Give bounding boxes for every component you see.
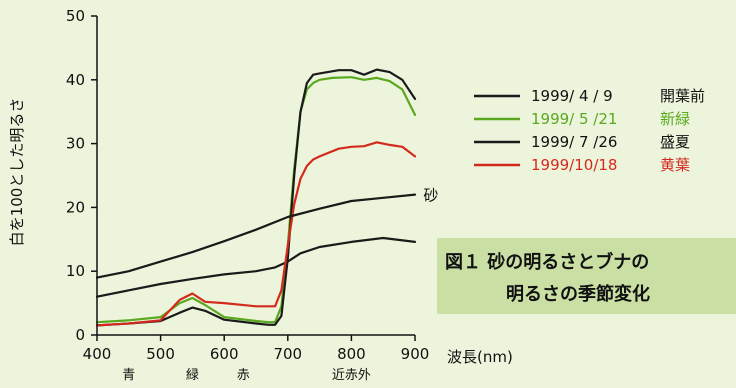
- series-line-0: [95, 236, 417, 298]
- legend-date: 1999/ 5 /21: [531, 110, 617, 128]
- plot-area: 砂: [95, 68, 438, 327]
- caption-line-1: 図１ 砂の明るさとブナの: [445, 251, 649, 273]
- x-tick-label: 500: [146, 345, 175, 363]
- figure-caption: 図１ 砂の明るさとブナの 明るさの季節変化: [437, 238, 736, 314]
- legend-label: 開葉前: [660, 87, 705, 105]
- legend-date: 1999/10/18: [531, 156, 617, 174]
- y-tick-label: 50: [66, 7, 85, 25]
- band-label: 赤: [237, 368, 250, 383]
- x-tick-label: 400: [83, 345, 112, 363]
- y-tick-label: 40: [66, 71, 85, 89]
- x-tick-label: 600: [210, 345, 239, 363]
- x-tick-label: 900: [401, 345, 430, 363]
- legend-date: 1999/ 4 / 9: [531, 87, 613, 105]
- annotation-label: 砂: [423, 187, 438, 205]
- y-tick-label: 10: [66, 262, 85, 280]
- y-tick-label: 0: [75, 326, 85, 344]
- y-tick-label: 30: [66, 135, 85, 153]
- caption-box: [437, 238, 736, 314]
- band-label: 近赤外: [332, 368, 371, 383]
- x-tick-label: 800: [337, 345, 366, 363]
- legend-label: 黄葉: [660, 156, 690, 174]
- band-label: 緑: [186, 368, 199, 383]
- x-tick-label: 700: [273, 345, 302, 363]
- x-axis-title: 波長(nm): [447, 348, 513, 366]
- series-line-4: [95, 193, 417, 279]
- axes: 0 10 20 30 40 50 400 500 600 700 800 900 青 緑 赤 近赤外: [66, 7, 429, 383]
- legend: 1999/ 4 / 9 開葉前 1999/ 5 /21 新緑 1999/ 7 /26 盛夏…: [474, 87, 705, 174]
- series-line-3: [95, 141, 417, 327]
- caption-line-2: 明るさの季節変化: [506, 283, 650, 305]
- band-label: 青: [122, 368, 135, 383]
- y-tick-label: 20: [66, 198, 85, 216]
- y-axis-title: 白を100とした明るさ: [8, 98, 26, 247]
- legend-label: 新緑: [660, 110, 690, 128]
- legend-label: 盛夏: [660, 133, 690, 151]
- legend-date: 1999/ 7 /26: [531, 133, 617, 151]
